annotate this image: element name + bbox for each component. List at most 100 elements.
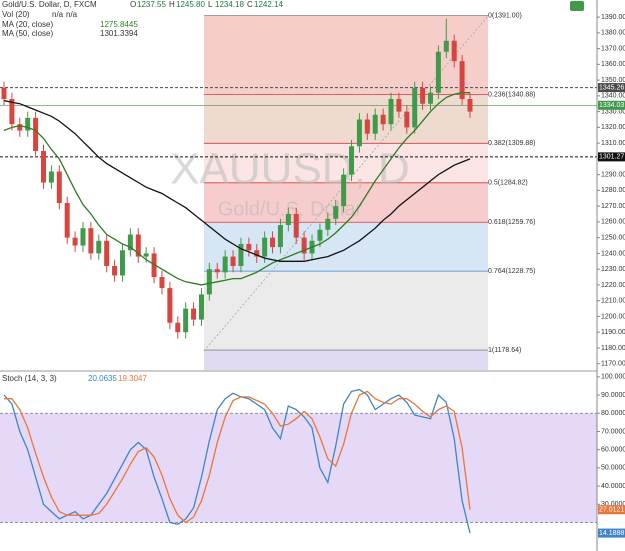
ohlc-key: L <box>208 0 213 9</box>
axes: 1390.00 1380.00 1370.00 1360.00 1350.00 1340.… <box>597 14 625 538</box>
price-tag-label: 1345.26 <box>599 84 624 91</box>
stoch-reading: 20.0635 <box>88 374 117 383</box>
stoch-panel <box>0 388 597 534</box>
fib-zone <box>204 271 488 351</box>
price-tag-label: 1334.03 <box>599 102 624 109</box>
ohlc-value: 1234.18 <box>215 0 244 9</box>
candle-body <box>301 237 307 254</box>
price-tag <box>598 83 625 93</box>
candle-body <box>317 229 323 241</box>
ohlc-key: H <box>169 0 175 9</box>
y-tick-label: 100.0000 <box>601 374 625 381</box>
candle-body <box>254 250 260 257</box>
y-tick-label: 1380.00 <box>601 30 625 37</box>
series-line <box>3 92 470 286</box>
candle-body <box>112 266 118 276</box>
series-line <box>3 388 471 534</box>
candle-body <box>277 225 283 248</box>
y-tick-label: 1200.00 <box>601 313 625 320</box>
y-tick-label: 1270.00 <box>601 203 625 210</box>
candle-body <box>443 40 449 52</box>
y-tick-label: 60.0000 <box>601 447 625 454</box>
candle-body <box>17 124 23 131</box>
candle-body <box>341 174 347 207</box>
candle-body <box>56 171 62 203</box>
price-panel <box>0 18 597 339</box>
y-tick-label: 1350.00 <box>601 77 625 84</box>
ma-name: MA (50, close) <box>2 29 53 38</box>
ohlc-value: 1245.80 <box>176 0 205 9</box>
y-tick-label: 1360.00 <box>601 61 625 68</box>
candle-body <box>64 202 70 238</box>
y-tick-label: 1290.00 <box>601 171 625 178</box>
fib-label: 0.5(1284.82) <box>488 180 528 187</box>
candle-body <box>246 243 252 251</box>
stoch-title: Stoch (14, 3, 3) <box>2 374 57 383</box>
candle-body <box>40 151 46 183</box>
candle-body <box>222 256 228 273</box>
value-tag <box>598 505 625 515</box>
ohlc-key: C <box>247 0 253 9</box>
value-tag-label: 27.0121 <box>599 507 624 514</box>
ohlc-value: 1237.55 <box>137 0 166 9</box>
candle-body <box>420 87 426 104</box>
fib-label: 1(1178.64) <box>488 347 521 354</box>
candle-body <box>372 114 378 134</box>
fib-zone <box>204 94 488 144</box>
candle-body <box>135 234 141 257</box>
price-tag <box>598 152 625 162</box>
y-tick-label: 1230.00 <box>601 266 625 273</box>
candle-body <box>175 322 181 333</box>
candle-body <box>404 111 410 128</box>
y-tick-label: 1190.00 <box>601 329 625 336</box>
y-tick-label: 90.0000 <box>601 392 625 399</box>
y-tick-label: 30.0000 <box>601 501 625 508</box>
y-tick-label: 50.0000 <box>601 465 625 472</box>
candle-body <box>230 256 236 267</box>
fib-zone <box>204 350 488 370</box>
y-tick-label: 1220.00 <box>601 282 625 289</box>
candle-body <box>325 218 331 230</box>
y-tick-label: 1250.00 <box>601 235 625 242</box>
candle-body <box>104 240 110 267</box>
fib-zone <box>204 15 488 95</box>
y-tick-label: 1260.00 <box>601 219 625 226</box>
candle-body <box>206 269 212 295</box>
candle-body <box>467 99 473 112</box>
logo-icon <box>570 1 584 11</box>
y-tick-label: 1390.00 <box>601 14 625 21</box>
candle-body <box>25 117 31 131</box>
candle-body <box>262 237 268 257</box>
ma-reading: 1275.8445 <box>100 20 138 29</box>
y-tick-label: 1340.00 <box>601 93 625 100</box>
candle-body <box>238 243 244 267</box>
candle-body <box>349 146 355 175</box>
candle-body <box>167 288 173 323</box>
y-tick-label: 1330.00 <box>601 108 625 115</box>
series-line <box>4 390 471 524</box>
candle-body <box>159 277 165 289</box>
ohlc-key: O <box>130 0 136 9</box>
candle-body <box>333 206 339 219</box>
fib-label: 0.236(1340.88) <box>488 91 535 98</box>
candle-body <box>435 51 441 93</box>
candle-body <box>191 308 197 320</box>
candle-body <box>143 253 149 257</box>
candle-body <box>428 92 434 104</box>
candle-body <box>451 40 457 62</box>
y-tick-label: 80.0000 <box>601 410 625 417</box>
volume-reading: n/a <box>66 10 78 19</box>
value-tag-label: 14.1888 <box>599 530 624 537</box>
value-tag <box>598 528 625 538</box>
candle-body <box>270 237 276 248</box>
watermark-sub: Gold/U.S. Dollar <box>218 198 363 220</box>
candle-body <box>33 117 39 152</box>
y-tick-label: 70.0000 <box>601 428 625 435</box>
candle-body <box>183 308 189 333</box>
fib-label: 0.764(1228.75) <box>488 268 535 275</box>
fib-label: 0(1391.00) <box>488 12 522 19</box>
candle-body <box>285 214 291 226</box>
y-tick-label: 1210.00 <box>601 298 625 305</box>
